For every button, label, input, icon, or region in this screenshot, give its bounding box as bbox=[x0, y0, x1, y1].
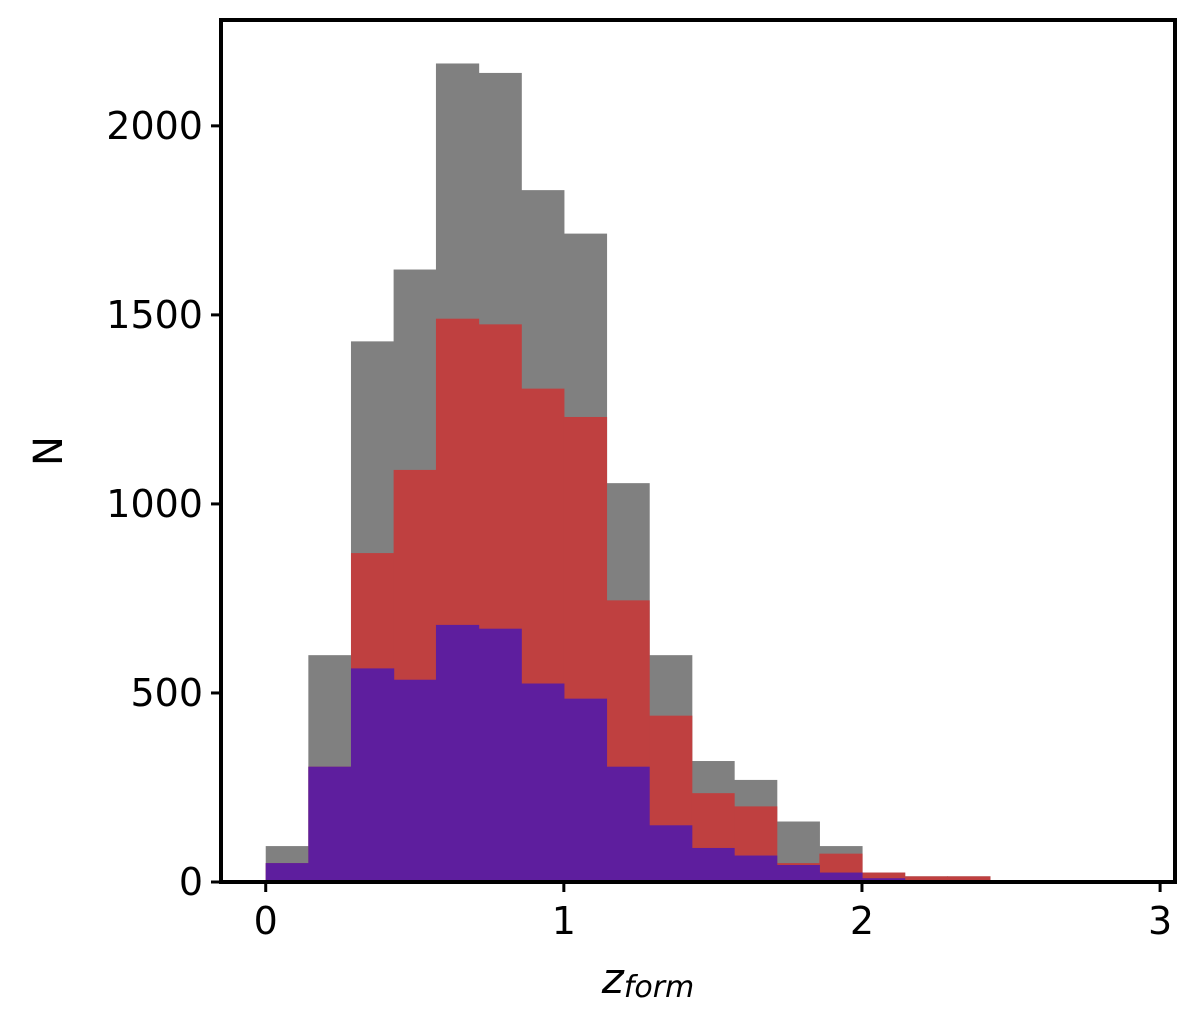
x-axis-label-main: z bbox=[601, 954, 625, 1003]
histogram-bar bbox=[435, 624, 480, 882]
y-tick-label: 2000 bbox=[106, 104, 203, 148]
y-tick-label: 500 bbox=[130, 671, 203, 715]
y-tick-label: 1000 bbox=[106, 482, 203, 526]
histogram-bar bbox=[563, 698, 608, 882]
histogram-bar bbox=[649, 825, 693, 882]
histogram-bar bbox=[308, 766, 352, 882]
y-tick-label: 1500 bbox=[106, 293, 203, 337]
y-axis-ticks: 0 500 1000 1500 2000 bbox=[106, 104, 221, 904]
histogram-bar bbox=[393, 679, 437, 882]
y-tick-label: 0 bbox=[179, 860, 203, 904]
histogram-bar bbox=[904, 876, 948, 882]
histogram-bar bbox=[947, 876, 991, 882]
histogram-bar bbox=[521, 683, 565, 882]
histogram-bar bbox=[606, 766, 650, 882]
histogram-bars bbox=[265, 63, 991, 883]
histogram-bar bbox=[691, 847, 735, 882]
x-tick-label: 3 bbox=[1148, 899, 1172, 943]
histogram-bar bbox=[265, 863, 309, 882]
histogram-bar bbox=[734, 855, 778, 882]
x-tick-label: 0 bbox=[254, 899, 278, 943]
x-axis-ticks: 0 1 2 3 bbox=[254, 882, 1172, 943]
x-axis-label-subscript: form bbox=[624, 970, 694, 1005]
x-tick-label: 2 bbox=[850, 899, 874, 943]
histogram-bar bbox=[861, 872, 906, 882]
histogram-bar bbox=[478, 628, 522, 882]
histogram-bar bbox=[819, 872, 863, 882]
x-tick-label: 1 bbox=[552, 899, 576, 943]
y-axis-label: N bbox=[26, 436, 72, 466]
histogram-bar bbox=[350, 668, 395, 882]
plot-frame bbox=[219, 18, 1177, 884]
x-axis-label: zform bbox=[601, 954, 695, 1005]
histogram-bar bbox=[776, 864, 820, 882]
